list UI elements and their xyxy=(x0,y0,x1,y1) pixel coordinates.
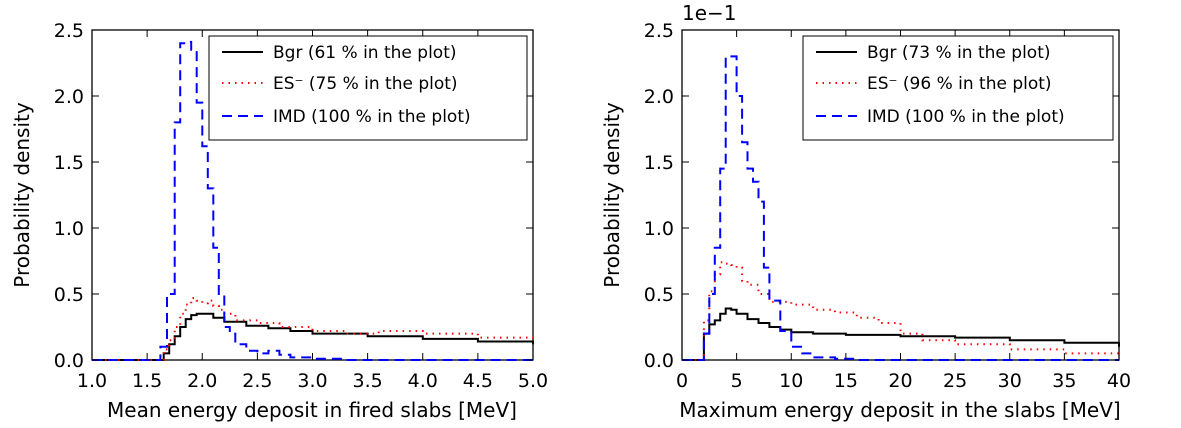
left-x-tick-label: 2.0 xyxy=(187,370,217,392)
right-x-tick-label: 15 xyxy=(834,370,858,392)
right-x-tick-label: 40 xyxy=(1107,370,1131,392)
left-panel: 1.0 1.5 2.0 2.5 3.0 3.5 4.0 4.5 5.0 0.0 0.5 1.0 1.5 2… xyxy=(10,20,548,422)
right-y-tick-label: 2.0 xyxy=(644,86,674,108)
left-series-group xyxy=(92,40,534,361)
left-legend: Bgr (61 % in the plot) ES⁻ (75 % in the … xyxy=(208,35,528,141)
right-panel: 0 5 10 15 20 25 30 35 400.00.51.01.52.02.5 1e−1 … xyxy=(600,1,1131,422)
left-x-tick-label: 1.5 xyxy=(132,370,162,392)
left-x-tick-label: 3.0 xyxy=(297,370,327,392)
right-x-tick-label: 30 xyxy=(998,370,1022,392)
right-series-group xyxy=(682,55,1120,361)
right-y-offset-text: 1e−1 xyxy=(682,1,737,25)
right-y-axis-label: Probability density xyxy=(600,102,624,288)
right-y-tick-label: 1.5 xyxy=(644,152,674,174)
left-y-tick-label: 1.0 xyxy=(54,218,84,240)
left-y-axis-label: Probability density xyxy=(10,102,34,288)
right-x-axis-label: Maximum energy deposit in the slabs [MeV… xyxy=(679,398,1120,422)
left-legend-label-imd: IMD (100 % in the plot) xyxy=(273,107,471,127)
left-y-tick-label: 2.0 xyxy=(54,86,84,108)
right-x-tick-label: 25 xyxy=(943,370,967,392)
left-series-line-imd xyxy=(92,40,533,361)
right-y-tick-label: 0.5 xyxy=(644,284,674,306)
left-x-tick-label: 3.5 xyxy=(353,370,383,392)
right-x-tick-label: 35 xyxy=(1052,370,1076,392)
left-legend-label-bgr: Bgr (61 % in the plot) xyxy=(273,43,457,63)
right-y-tick-label: 2.5 xyxy=(644,20,674,42)
right-legend-label-bgr: Bgr (73 % in the plot) xyxy=(867,43,1051,63)
left-y-tick-label: 1.5 xyxy=(54,152,84,174)
left-y-tick-label: 0.0 xyxy=(54,350,84,372)
right-series-line-bgr xyxy=(682,307,1120,361)
left-x-axis-label: Mean energy deposit in fired slabs [MeV] xyxy=(107,398,517,422)
right-y-tick-label: 0.0 xyxy=(644,350,674,372)
left-legend-box xyxy=(208,35,528,141)
left-series-line-es xyxy=(92,297,534,361)
left-x-tick-label: 4.5 xyxy=(463,370,493,392)
right-legend-label-imd: IMD (100 % in the plot) xyxy=(867,107,1065,127)
right-tick-group: 0 5 10 15 20 25 30 35 40 0.0 0.5 1.0 1.5 2.0 2.5 xyxy=(644,20,1131,392)
right-series-line-imd xyxy=(682,55,1119,361)
right-x-tick-label: 0 xyxy=(676,370,688,392)
left-x-tick-label: 1.0 xyxy=(77,370,107,392)
right-x-tick-label: 5 xyxy=(731,370,743,392)
left-x-tick-label: 4.0 xyxy=(408,370,438,392)
left-x-tick-label: 2.5 xyxy=(242,370,272,392)
right-x-tick-label: 20 xyxy=(888,370,912,392)
left-y-tick-label: 2.5 xyxy=(54,20,84,42)
right-y-tick-label: 1.0 xyxy=(644,218,674,240)
left-x-tick-label: 5.0 xyxy=(518,370,548,392)
right-legend-box xyxy=(802,35,1114,141)
right-legend-label-es: ES⁻ (96 % in the plot) xyxy=(867,74,1052,94)
left-legend-label-es: ES⁻ (75 % in the plot) xyxy=(273,74,458,94)
left-y-tick-label: 0.5 xyxy=(54,284,84,306)
left-series-line-bgr xyxy=(92,312,534,361)
right-x-tick-label: 10 xyxy=(779,370,803,392)
right-legend: Bgr (73 % in the plot) ES⁻ (96 % in the … xyxy=(802,35,1114,141)
